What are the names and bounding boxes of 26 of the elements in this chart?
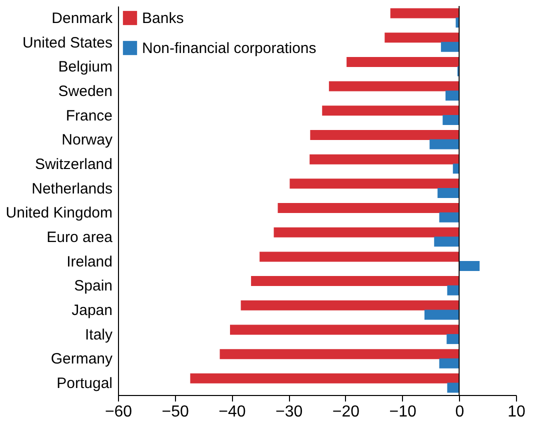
legend-label: Banks [142, 10, 184, 27]
x-tick-label: −10 [389, 404, 416, 420]
x-tick-label: −40 [218, 404, 246, 420]
y-tick-label: Spain [74, 278, 112, 295]
x-tick-label: −60 [104, 404, 132, 420]
x-tick-label: 0 [455, 404, 464, 420]
x-tick-label: −20 [332, 404, 360, 420]
x-tick-label: −30 [276, 404, 303, 420]
y-tick-label: Belgium [58, 58, 112, 76]
x-tick-label: 10 [508, 404, 526, 420]
y-tick-label: Switzerland [34, 156, 112, 173]
y-tick-label: Norway [62, 132, 113, 149]
y-tick-label: France [66, 107, 112, 124]
y-tick-label: Ireland [66, 253, 112, 270]
y-tick-label: Japan [72, 302, 112, 320]
y-tick-label: Portugal [56, 375, 112, 392]
y-tick-label: Sweden [58, 82, 112, 100]
y-tick-label: Euro area [46, 229, 114, 246]
x-tick-label: −50 [162, 404, 190, 420]
y-tick-label: United States [22, 34, 112, 52]
y-tick-label: Denmark [52, 10, 113, 27]
legend-label: Non-financial corporations [142, 40, 316, 57]
y-tick-label: Germany [50, 350, 113, 368]
y-tick-label: Italy [84, 326, 113, 344]
y-tick-label: Netherlands [32, 180, 112, 198]
y-tick-label: United Kingdom [6, 204, 112, 222]
